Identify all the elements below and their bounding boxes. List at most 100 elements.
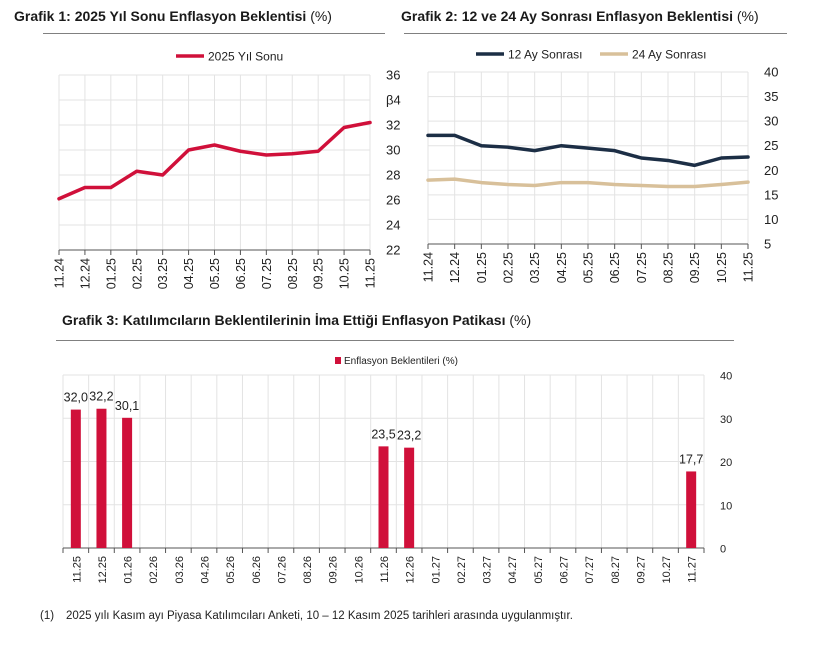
chart3-bar	[96, 408, 107, 548]
chart3-bar	[378, 446, 389, 548]
chart3-data-label: 32,2	[89, 390, 113, 404]
chart3-xtick-label: 01.27	[430, 556, 442, 584]
footnote-text: 2025 yılı Kasım ayı Piyasa Katılımcıları…	[66, 610, 573, 622]
chart3-bar	[70, 409, 81, 548]
chart1-xtick-label: 05.25	[208, 258, 222, 289]
chart3-xtick-label: 03.26	[174, 556, 186, 584]
chart3-ytick-label: 0	[720, 544, 726, 556]
chart3-xtick-label: 05.26	[225, 556, 237, 584]
chart2-xtick-label: 03.25	[528, 252, 542, 283]
chart2-xtick-label: 11.24	[422, 252, 436, 282]
chart3-xtick-label: 12.25	[97, 556, 109, 584]
chart3-xtick-label: 11.27	[687, 556, 699, 583]
chart3-xtick-label: 11.26	[379, 556, 391, 583]
chart2-title-unit: (%)	[736, 8, 759, 24]
chart3-xtick-label: 09.26	[328, 556, 340, 584]
chart3-legend-swatch	[335, 357, 341, 364]
chart1-title-rule	[43, 33, 385, 34]
footnote: (1) 2025 yılı Kasım ayı Piyasa Katılımcıl…	[40, 610, 573, 622]
chart1-ytick-label: 28	[386, 168, 400, 183]
chart3-xtick-label: 10.27	[661, 556, 673, 584]
chart2-title: Grafik 2: 12 ve 24 Ay Sonrası Enflasyon …	[401, 8, 759, 24]
chart3-bar	[404, 447, 415, 548]
footnote-number: (1)	[40, 610, 55, 622]
chart3-legend-label: Enflasyon Beklentileri (%)	[344, 356, 458, 367]
chart2-xtick-label: 08.25	[662, 252, 676, 283]
chart2-xtick-label: 05.25	[582, 252, 596, 283]
chart1-xtick-label: 02.25	[130, 258, 144, 289]
chart1-ytick-label: 24	[386, 218, 400, 233]
chart3-data-label: 17,7	[679, 452, 703, 466]
chart2-ytick-label: 25	[764, 138, 778, 153]
chart3-xtick-label: 07.27	[584, 556, 596, 584]
chart2-xtick-label: 06.25	[608, 252, 622, 283]
chart3-ytick-label: 10	[720, 500, 732, 512]
chart2-series-line	[426, 177, 750, 189]
chart1-xtick-label: 06.25	[234, 258, 248, 289]
chart3-xtick-label: 06.27	[558, 556, 570, 584]
chart1-xtick-label: 12.24	[78, 258, 92, 289]
chart2-xtick-label: 01.25	[475, 252, 489, 283]
chart2-legend-label: 24 Ay Sonrası	[632, 48, 707, 62]
chart1-xtick-label: 09.25	[312, 258, 326, 289]
chart1-ytick-label: β4	[386, 93, 401, 108]
chart3-xtick-label: 08.26	[302, 556, 314, 584]
chart2-xtick-label: 04.25	[555, 252, 569, 283]
chart1-legend-label: 2025 Yıl Sonu	[208, 50, 283, 64]
chart2-ytick-label: 20	[764, 163, 778, 178]
chart3-xtick-label: 06.26	[251, 556, 263, 584]
chart1-title-unit: (%)	[310, 8, 332, 24]
chart3-xtick-label: 02.27	[456, 556, 468, 584]
chart3-ytick-label: 40	[720, 371, 732, 383]
chart3-title-unit: (%)	[509, 312, 532, 328]
chart2-series-line	[426, 133, 750, 168]
chart1-xtick-label: 07.25	[260, 258, 274, 289]
chart1-xtick-label: 11.25	[364, 258, 378, 288]
chart1-ytick-label: 36	[386, 68, 400, 83]
chart3-title-rule	[56, 340, 734, 341]
chart1-xtick-label: 11.24	[53, 258, 67, 288]
chart3-bar	[122, 417, 133, 548]
chart3-title: Grafik 3: Katılımcıların Beklentilerinin…	[62, 312, 531, 328]
chart1-ytick-label: 30	[386, 143, 400, 158]
chart1-xtick-label: 03.25	[156, 258, 170, 289]
chart3-xtick-label: 12.26	[405, 556, 417, 584]
chart3-xtick-label: 09.27	[635, 556, 647, 584]
chart3-xtick-label: 04.26	[200, 556, 212, 584]
chart2-legend-label: 12 Ay Sonrası	[508, 48, 583, 62]
chart3-bar	[686, 471, 697, 548]
chart2-xtick-label: 07.25	[635, 252, 649, 283]
chart2-title-text: Grafik 2: 12 ve 24 Ay Sonrası Enflasyon …	[401, 8, 733, 24]
chart1-title-text: Grafik 1: 2025 Yıl Sonu Enflasyon Beklen…	[14, 8, 307, 24]
chart3-xtick-label: 03.27	[482, 556, 494, 584]
chart2-ytick-label: 10	[764, 212, 778, 227]
chart1-ytick-label: 26	[386, 193, 400, 208]
chart2-ytick-label: 40	[764, 65, 778, 80]
chart3-data-label: 32,0	[64, 391, 88, 405]
chart1-title: Grafik 1: 2025 Yıl Sonu Enflasyon Beklen…	[14, 8, 332, 24]
chart1-xtick-label: 08.25	[286, 258, 300, 289]
chart3-xtick-label: 04.27	[507, 556, 519, 584]
chart3-ytick-label: 20	[720, 457, 732, 469]
chart1-series-line	[57, 120, 372, 201]
chart3-xtick-label: 01.26	[123, 556, 135, 584]
chart2-ytick-label: 35	[764, 89, 778, 104]
chart2-xtick-label: 02.25	[502, 252, 516, 283]
chart3-xtick-label: 11.25	[71, 556, 83, 583]
chart3-ytick-label: 30	[720, 414, 732, 426]
chart2-ytick-label: 15	[764, 187, 778, 202]
chart3-xtick-label: 07.26	[276, 556, 288, 584]
chart3-xtick-label: 05.27	[533, 556, 545, 584]
chart3-xtick-label: 02.26	[148, 556, 160, 584]
chart3-xtick-label: 08.27	[610, 556, 622, 584]
chart3-data-label: 30,1	[115, 399, 139, 413]
chart3-data-label: 23,5	[371, 427, 395, 441]
chart1-xtick-label: 10.25	[338, 258, 352, 289]
chart2-ytick-label: 30	[764, 114, 778, 129]
chart2-xtick-label: 11.25	[742, 252, 756, 282]
chart1-xtick-label: 04.25	[182, 258, 196, 289]
chart2-xtick-label: 10.25	[715, 252, 729, 283]
chart1-ytick-label: 22	[386, 243, 400, 258]
